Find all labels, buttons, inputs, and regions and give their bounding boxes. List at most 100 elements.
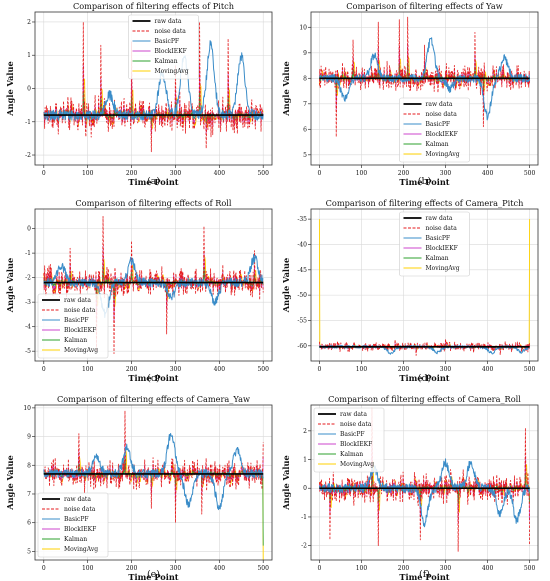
plot-frame [34, 208, 273, 362]
panel-label: (a) [147, 176, 160, 187]
x-tick-label: 300 [440, 565, 452, 572]
x-tick-label: 300 [170, 565, 182, 572]
plot-frame [310, 208, 539, 362]
x-tick-label: 300 [170, 170, 182, 177]
x-tick-label: 100 [82, 170, 94, 177]
x-tick-label: 300 [170, 366, 182, 373]
legend-entry: Kalman [340, 451, 363, 458]
chart-title: Comparison of filtering effects of Yaw [346, 1, 502, 11]
plot-frame [34, 404, 273, 561]
y-tick-label: -2 [25, 152, 31, 159]
panel-label: (e) [147, 569, 160, 580]
x-tick-label: 400 [214, 170, 226, 177]
x-tick-label: 300 [440, 170, 452, 177]
legend-entry: noise data [426, 225, 458, 232]
y-tick-label: 2 [27, 19, 31, 26]
y-tick-label: 10 [299, 24, 307, 31]
y-tick-label: 6 [27, 520, 31, 527]
y-tick-label: 7 [27, 491, 31, 498]
legend-entry: MovingAvg [155, 68, 189, 75]
legend-entry: BasicPF [64, 317, 89, 324]
y-tick-label: -45 [297, 267, 307, 274]
x-tick-label: 200 [398, 366, 410, 373]
y-tick-label: -55 [297, 317, 307, 324]
y-tick-label: 8 [303, 75, 307, 82]
legend-entry: raw data [155, 18, 182, 25]
x-axis-label: Time Point [399, 373, 449, 383]
x-tick-label: 200 [126, 170, 138, 177]
legend-entry: MovingAvg [426, 151, 460, 158]
series-noise-line [43, 215, 264, 355]
legend-entry: BlockIEKF [64, 526, 96, 533]
y-axis-label: Angle Value [281, 258, 291, 313]
y-tick-label: -4 [25, 324, 31, 331]
y-tick-label: 10 [23, 405, 31, 412]
legend-entry: noise data [64, 506, 96, 513]
x-tick-label: 500 [257, 170, 269, 177]
chart-panel-4: 0 100 200 300 400 500 -60 -55 -50 -45 -40 -35 Compar… [281, 198, 539, 384]
y-tick-label: 9 [303, 50, 307, 57]
series-noise-line [43, 21, 264, 153]
legend-entry: raw data [426, 215, 453, 222]
x-tick-label: 200 [126, 565, 138, 572]
y-tick-label: -60 [297, 343, 307, 350]
chart-title: Comparison of filtering effects of Camer… [328, 394, 521, 404]
chart-panel-2: 0 100 200 300 400 500 5 6 7 8 9 10 Comparison of fil… [281, 1, 539, 187]
x-tick-label: 0 [42, 366, 46, 373]
legend: raw data noise data BasicPF BlockIEKF Kalman… [399, 211, 470, 277]
y-axis-label: Angle Value [5, 455, 15, 510]
x-tick-label: 0 [317, 565, 321, 572]
y-tick-label: -3 [25, 299, 31, 306]
legend-entry: Kalman [64, 536, 87, 543]
series-noise-line [319, 16, 530, 138]
x-tick-label: 400 [482, 170, 494, 177]
x-tick-label: 500 [257, 565, 269, 572]
legend-entry: BasicPF [426, 235, 451, 242]
x-axis-label: Time Point [399, 572, 449, 581]
y-tick-label: 9 [27, 434, 31, 441]
x-tick-label: 500 [524, 366, 536, 373]
y-tick-label: -2 [301, 543, 307, 550]
legend-entry: BlockIEKF [426, 131, 458, 138]
y-tick-label: -1 [25, 119, 31, 126]
x-tick-label: 100 [82, 366, 94, 373]
legend-entry: BlockIEKF [155, 48, 187, 55]
y-tick-label: -5 [25, 348, 31, 355]
x-tick-label: 400 [214, 565, 226, 572]
x-tick-label: 100 [82, 565, 94, 572]
legend-entry: BasicPF [426, 121, 451, 128]
legend-entry: raw data [64, 297, 91, 304]
plot-frame [310, 404, 539, 561]
y-tick-label: 1 [303, 457, 307, 464]
series-basicpf-line [43, 433, 264, 511]
x-tick-label: 200 [398, 565, 410, 572]
legend-entry: noise data [340, 421, 372, 428]
legend-entry: MovingAvg [340, 461, 374, 468]
y-tick-label: -2 [25, 275, 31, 282]
y-tick-label: 6 [303, 126, 307, 133]
y-tick-label: 0 [27, 86, 31, 93]
y-tick-label: 2 [303, 428, 307, 435]
y-tick-label: 8 [27, 462, 31, 469]
x-tick-label: 500 [524, 170, 536, 177]
x-tick-label: 0 [317, 366, 321, 373]
legend-entry: raw data [426, 101, 453, 108]
y-tick-label: -50 [297, 292, 307, 299]
legend-entry: Kalman [64, 337, 87, 344]
x-axis-label: Time Point [128, 572, 178, 581]
y-tick-label: 0 [303, 485, 307, 492]
legend-entry: noise data [155, 28, 187, 35]
y-tick-label: 0 [27, 226, 31, 233]
panel-label: (f) [419, 569, 430, 580]
x-tick-label: 400 [214, 366, 226, 373]
legend-entry: BasicPF [340, 431, 365, 438]
legend-entry: Kalman [426, 255, 449, 262]
legend: raw data noise data BasicPF BlockIEKF Kalman… [128, 14, 199, 80]
y-tick-label: 5 [303, 152, 307, 159]
y-tick-label: 5 [27, 548, 31, 555]
y-tick-label: 7 [303, 101, 307, 108]
y-axis-label: Angle Value [5, 61, 15, 116]
x-tick-label: 400 [482, 366, 494, 373]
x-tick-label: 500 [524, 565, 536, 572]
